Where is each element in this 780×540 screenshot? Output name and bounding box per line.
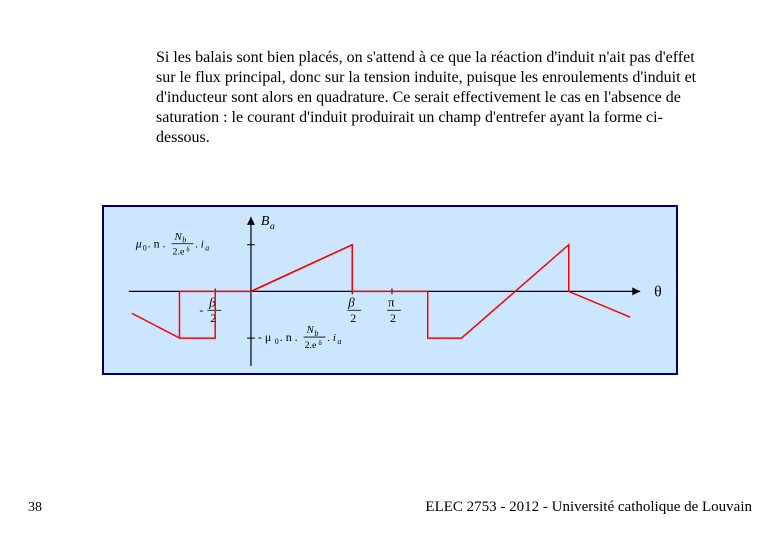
page-number: 38 xyxy=(28,500,42,516)
svg-text:0: 0 xyxy=(143,244,147,253)
footer-text: ELEC 2753 - 2012 - Université catholique… xyxy=(425,499,752,516)
svg-text:. i: . i xyxy=(327,332,335,344)
xtick-lbl-3t: π xyxy=(388,295,395,309)
armature-field-chart: B a θ β 2 - β 2 π 2 μ 0 . n . N b 2.e δ … xyxy=(102,205,678,375)
xtick-lbl-2b: 2 xyxy=(350,311,356,325)
svg-text:a: a xyxy=(337,337,341,346)
svg-text:2.e: 2.e xyxy=(305,340,317,351)
y-axis-label-sub: a xyxy=(270,221,275,232)
y-axis-label: B xyxy=(261,214,270,229)
ytick-pos-lbl-a: μ xyxy=(135,237,142,251)
svg-text:δ: δ xyxy=(318,339,322,347)
svg-text:N: N xyxy=(174,231,183,243)
xtick-lbl-3b: 2 xyxy=(390,311,396,325)
x-axis-label: θ xyxy=(654,283,662,300)
svg-text:0: 0 xyxy=(275,337,279,346)
x-axis-arrow xyxy=(632,287,640,295)
armature-waveform-b xyxy=(251,245,352,292)
svg-text:. i: . i xyxy=(195,239,203,251)
svg-text:δ: δ xyxy=(186,246,190,254)
svg-text:. n .: . n . xyxy=(148,237,166,251)
svg-text:. n .: . n . xyxy=(280,330,298,344)
body-paragraph: Si les balais sont bien placés, on s'att… xyxy=(156,48,716,148)
xtick-lbl-1neg: - xyxy=(199,303,203,317)
svg-text:- μ: - μ xyxy=(258,330,271,344)
xtick-lbl-2t: β xyxy=(347,295,355,309)
y-axis-arrow xyxy=(247,217,255,225)
chart-svg: B a θ β 2 - β 2 π 2 μ 0 . n . N b 2.e δ … xyxy=(104,207,676,376)
svg-text:a: a xyxy=(205,244,209,253)
svg-text:N: N xyxy=(306,324,315,336)
svg-text:2.e: 2.e xyxy=(173,247,185,258)
